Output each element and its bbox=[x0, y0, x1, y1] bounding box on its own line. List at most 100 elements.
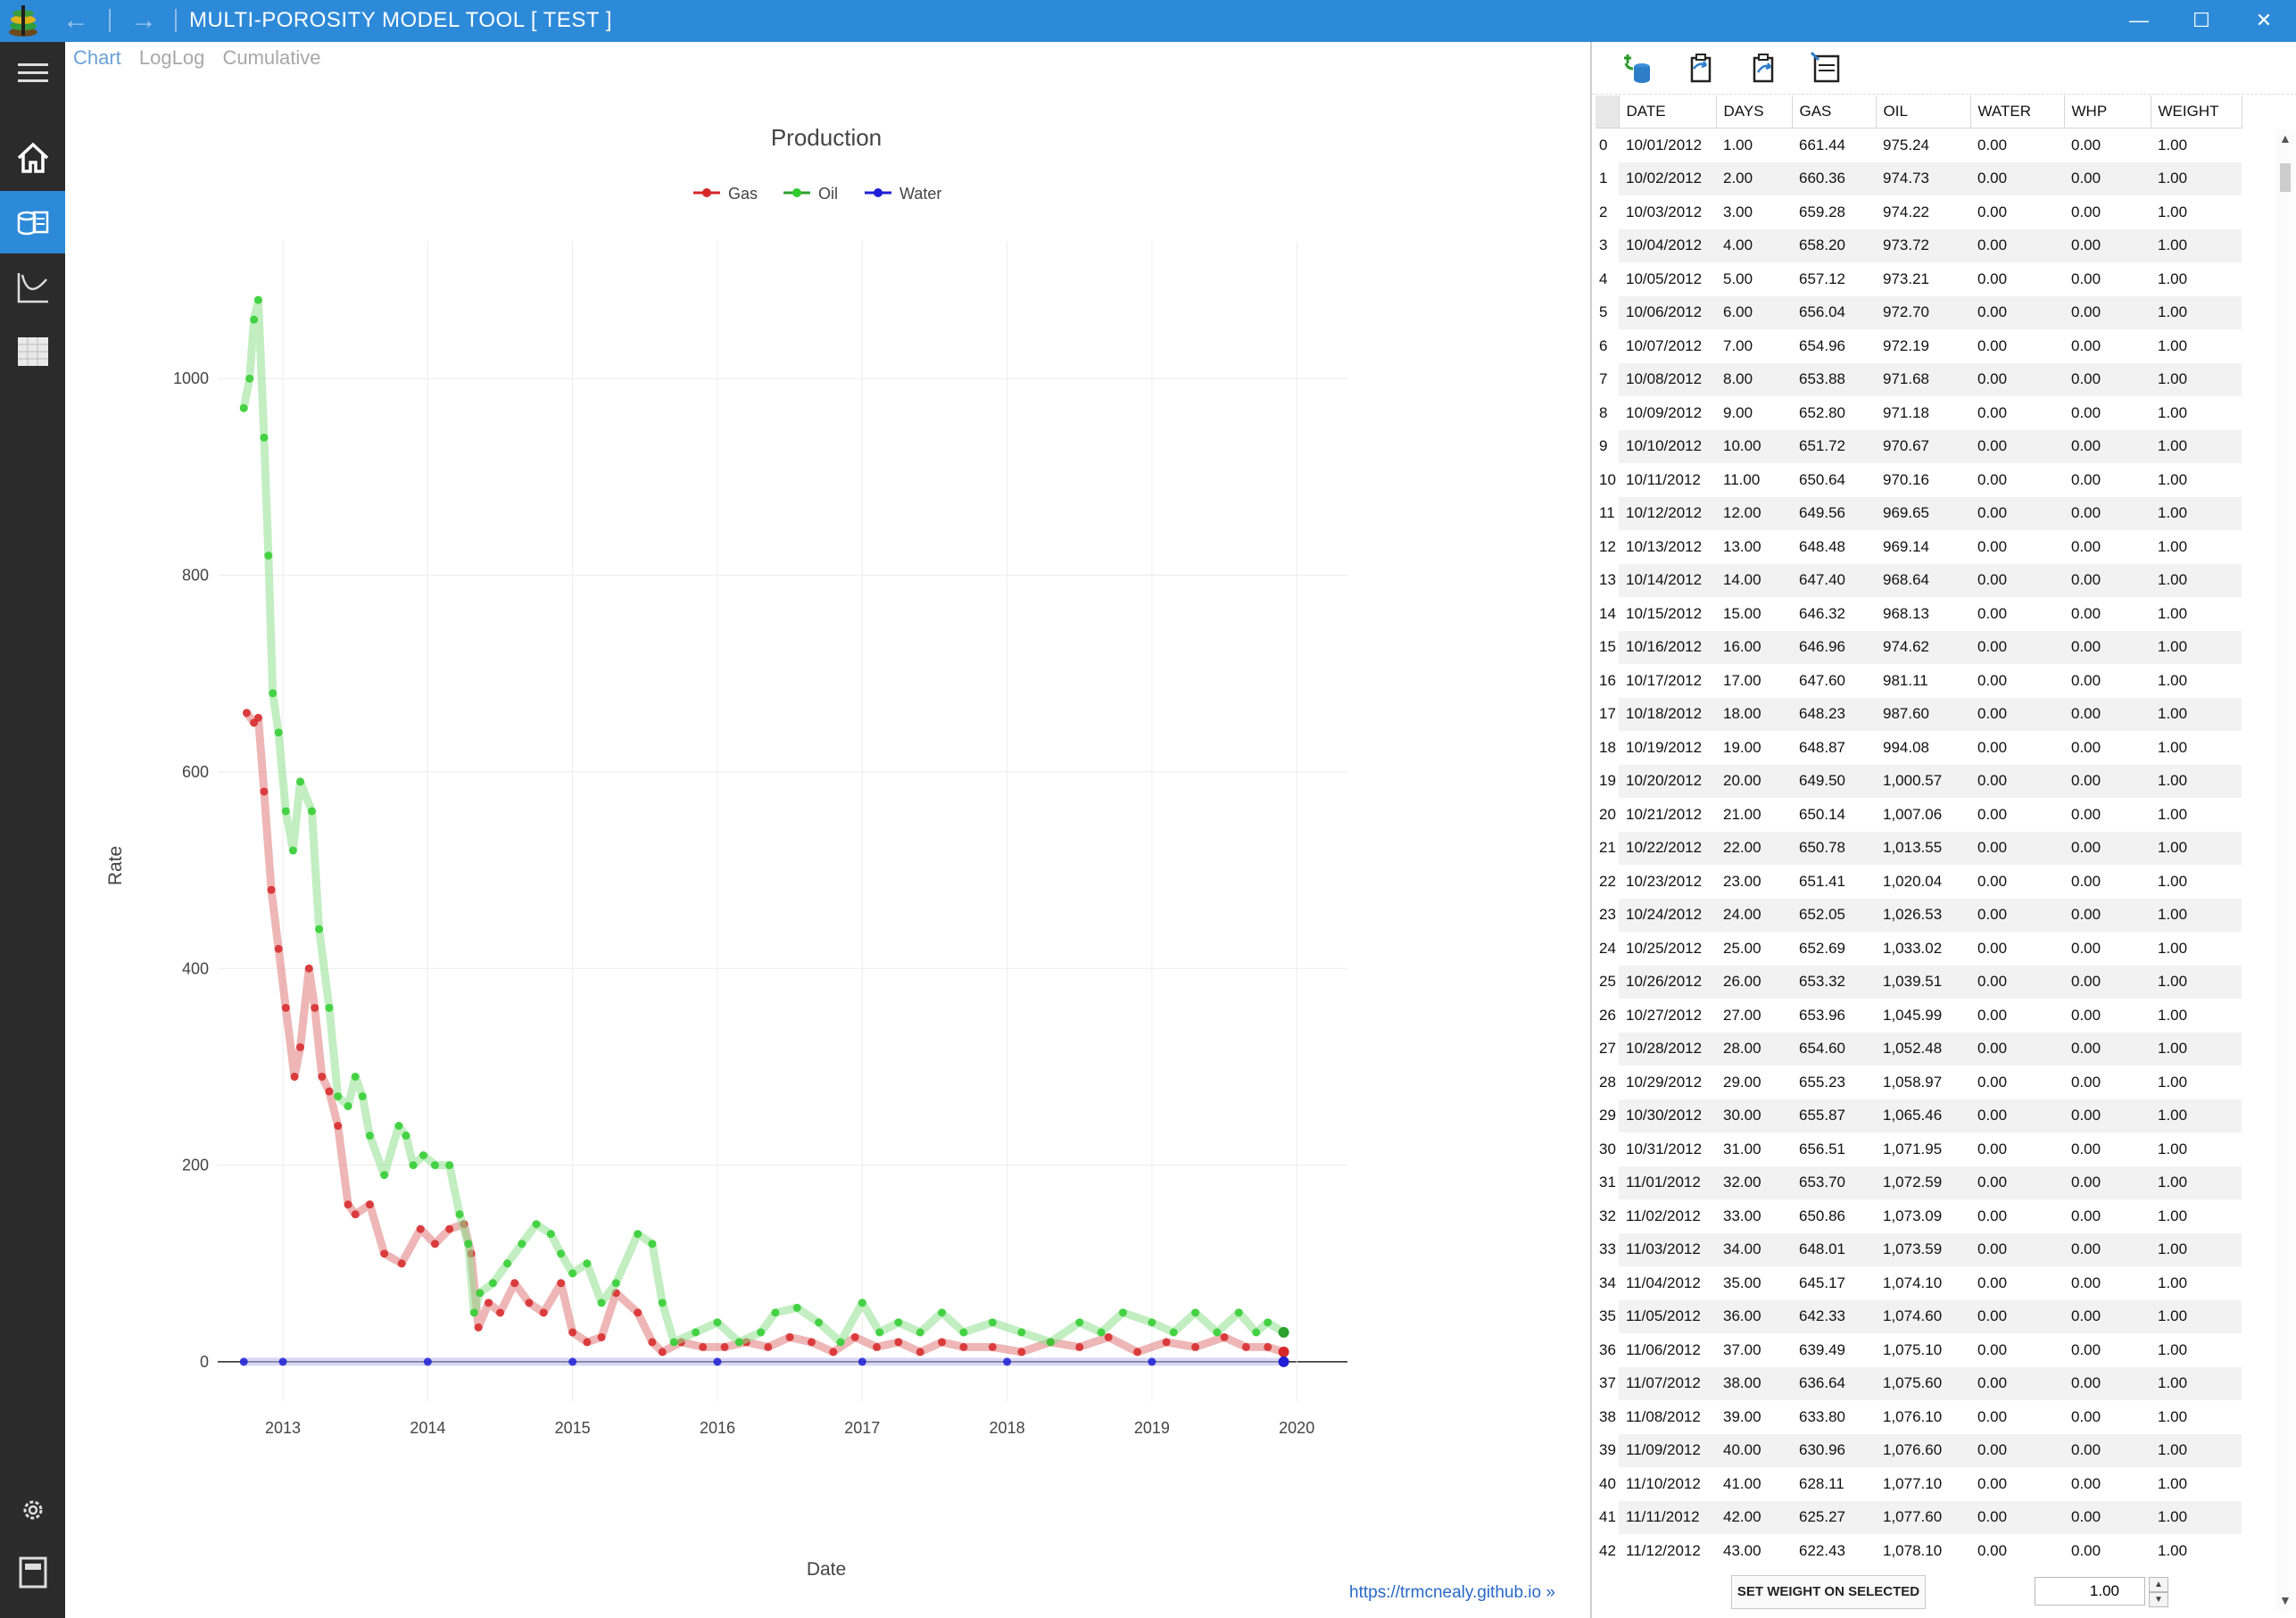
data-point-gas[interactable] bbox=[474, 1323, 483, 1332]
production-chart[interactable]: Production Gas Oil Water 0 200 400 600 800 10… bbox=[66, 89, 1588, 1589]
data-point-water[interactable] bbox=[423, 1357, 432, 1366]
data-point-gas[interactable] bbox=[1191, 1342, 1200, 1351]
cell-gas[interactable]: 653.88 bbox=[1792, 362, 1876, 396]
cell-weight[interactable]: 1.00 bbox=[2158, 1140, 2188, 1157]
cell-water[interactable]: 0.00 bbox=[1977, 537, 2008, 555]
cell-date[interactable]: 10/22/2012 bbox=[1619, 831, 1716, 865]
table-row[interactable]: 41 11/11/2012 42.00 625.27 1,077.60 0.00 0.00 1… bbox=[1596, 1500, 2242, 1534]
cell-weight[interactable]: 1.00 bbox=[2151, 898, 2242, 932]
row-index[interactable]: 24 bbox=[1596, 932, 1619, 966]
cell-water[interactable]: 0.00 bbox=[1977, 1207, 2008, 1224]
cell-days[interactable]: 34.00 bbox=[1716, 1232, 1792, 1266]
data-point-oil[interactable] bbox=[1148, 1318, 1156, 1327]
table-row[interactable]: 29 10/30/2012 30.00 655.87 1,065.46 0.00 0.00 1… bbox=[1596, 1099, 2242, 1133]
cell-days[interactable]: 10.00 bbox=[1716, 429, 1792, 463]
data-point-gas[interactable] bbox=[274, 944, 283, 953]
cell-gas[interactable]: 649.56 bbox=[1792, 496, 1876, 530]
cell-water[interactable]: 0.00 bbox=[1977, 872, 2008, 890]
grid-scrollbar[interactable]: ▲ ▼ bbox=[2275, 129, 2295, 1611]
cell-days[interactable]: 24.00 bbox=[1716, 898, 1792, 932]
cell-oil[interactable]: 1,045.99 bbox=[1883, 1006, 1943, 1024]
sidebar-item-home[interactable] bbox=[0, 127, 65, 189]
data-point-oil[interactable] bbox=[308, 807, 316, 816]
cell-date[interactable]: 10/06/2012 bbox=[1619, 295, 1716, 329]
table-row[interactable]: 5 10/06/2012 6.00 656.04 972.70 0.00 0.00 1.00 bbox=[1596, 295, 2242, 329]
cell-weight[interactable]: 1.00 bbox=[2158, 939, 2188, 957]
cell-oil[interactable]: 972.70 bbox=[1876, 295, 1970, 329]
data-point-oil[interactable] bbox=[503, 1259, 512, 1268]
row-index[interactable]: 37 bbox=[1596, 1366, 1619, 1400]
cell-whp[interactable]: 0.00 bbox=[2071, 604, 2101, 622]
row-index[interactable]: 21 bbox=[1596, 831, 1619, 865]
cell-date[interactable]: 10/13/2012 bbox=[1626, 537, 1703, 555]
cell-gas[interactable]: 650.64 bbox=[1799, 470, 1845, 488]
column-header-days[interactable]: DAYS bbox=[1716, 95, 1793, 129]
row-index[interactable]: 39 bbox=[1596, 1433, 1619, 1467]
cell-whp[interactable]: 0.00 bbox=[2071, 939, 2101, 957]
data-point-oil[interactable] bbox=[894, 1318, 903, 1327]
cell-gas[interactable]: 628.11 bbox=[1799, 1474, 1844, 1492]
table-row[interactable]: 38 11/08/2012 39.00 633.80 1,076.10 0.00 0.00 1… bbox=[1596, 1400, 2242, 1434]
row-index[interactable]: 25 bbox=[1596, 965, 1619, 999]
row-index[interactable]: 3 bbox=[1596, 228, 1619, 262]
data-point-oil[interactable] bbox=[1097, 1328, 1106, 1337]
data-point-gas[interactable] bbox=[281, 1003, 290, 1012]
data-point-oil[interactable] bbox=[351, 1072, 360, 1081]
row-index[interactable]: 19 bbox=[1596, 764, 1619, 798]
cell-weight[interactable]: 1.00 bbox=[2158, 537, 2188, 555]
data-point-oil[interactable] bbox=[269, 689, 278, 698]
cell-oil[interactable]: 974.62 bbox=[1876, 630, 1970, 664]
row-index[interactable]: 33 bbox=[1596, 1232, 1619, 1266]
cell-whp[interactable]: 0.00 bbox=[2064, 1433, 2151, 1467]
last-point-gas[interactable] bbox=[1278, 1346, 1289, 1357]
cell-gas[interactable]: 655.87 bbox=[1792, 1099, 1876, 1133]
cell-date[interactable]: 10/11/2012 bbox=[1626, 470, 1701, 488]
table-row[interactable]: 11 10/12/2012 12.00 649.56 969.65 0.00 0.00 1.0… bbox=[1596, 496, 2242, 530]
cell-oil[interactable]: 1,077.10 bbox=[1883, 1474, 1943, 1492]
data-point-gas[interactable] bbox=[267, 885, 276, 894]
data-point-water[interactable] bbox=[858, 1357, 866, 1366]
cell-oil[interactable]: 974.22 bbox=[1883, 203, 1929, 220]
cell-date[interactable]: 10/18/2012 bbox=[1619, 697, 1716, 731]
cell-weight[interactable]: 1.00 bbox=[2158, 805, 2188, 823]
table-row[interactable]: 26 10/27/2012 27.00 653.96 1,045.99 0.00 0.00 1… bbox=[1596, 999, 2242, 1033]
cell-oil[interactable]: 1,073.59 bbox=[1876, 1232, 1970, 1266]
data-point-gas[interactable] bbox=[525, 1299, 534, 1307]
cell-water[interactable]: 0.00 bbox=[1977, 203, 2008, 220]
cell-date[interactable]: 11/11/2012 bbox=[1619, 1500, 1716, 1534]
row-index[interactable]: 22 bbox=[1596, 865, 1619, 899]
cell-date[interactable]: 11/02/2012 bbox=[1626, 1207, 1701, 1224]
cell-water[interactable]: 0.00 bbox=[1977, 1006, 2008, 1024]
data-point-oil[interactable] bbox=[239, 403, 248, 412]
data-point-gas[interactable] bbox=[296, 1042, 305, 1051]
cell-whp[interactable]: 0.00 bbox=[2071, 336, 2101, 354]
cell-date[interactable]: 10/17/2012 bbox=[1626, 671, 1703, 689]
cell-oil[interactable]: 981.11 bbox=[1883, 671, 1928, 689]
table-row[interactable]: 13 10/14/2012 14.00 647.40 968.64 0.00 0.00 1.0… bbox=[1596, 563, 2242, 597]
data-point-oil[interactable] bbox=[245, 374, 254, 383]
cell-oil[interactable]: 994.08 bbox=[1883, 738, 1929, 756]
cell-gas[interactable]: 648.01 bbox=[1792, 1232, 1876, 1266]
data-point-gas[interactable] bbox=[344, 1200, 352, 1209]
data-point-oil[interactable] bbox=[315, 925, 324, 933]
cell-days[interactable]: 39.00 bbox=[1723, 1407, 1761, 1425]
cell-date[interactable]: 10/08/2012 bbox=[1619, 362, 1716, 396]
cell-weight[interactable]: 1.00 bbox=[2151, 764, 2242, 798]
table-row[interactable]: 17 10/18/2012 18.00 648.23 987.60 0.00 0.00 1.0… bbox=[1596, 697, 2242, 731]
cell-whp[interactable]: 0.00 bbox=[2071, 203, 2101, 220]
data-point-oil[interactable] bbox=[1169, 1328, 1178, 1337]
cell-weight[interactable]: 1.00 bbox=[2151, 1232, 2242, 1266]
cell-gas[interactable]: 622.43 bbox=[1799, 1541, 1845, 1559]
cell-gas[interactable]: 625.27 bbox=[1792, 1500, 1876, 1534]
data-point-oil[interactable] bbox=[568, 1269, 577, 1278]
cell-gas[interactable]: 646.32 bbox=[1799, 604, 1845, 622]
table-row[interactable]: 20 10/21/2012 21.00 650.14 1,007.06 0.00 0.00 1… bbox=[1596, 798, 2242, 832]
data-point-oil[interactable] bbox=[532, 1220, 541, 1229]
row-index[interactable]: 35 bbox=[1596, 1299, 1619, 1333]
cell-gas[interactable]: 652.69 bbox=[1799, 939, 1845, 957]
row-index[interactable]: 11 bbox=[1596, 496, 1619, 530]
maximize-button[interactable]: ☐ bbox=[2192, 9, 2210, 31]
cell-gas[interactable]: 648.48 bbox=[1799, 537, 1845, 555]
cell-date[interactable]: 11/03/2012 bbox=[1619, 1232, 1716, 1266]
row-index[interactable]: 8 bbox=[1596, 396, 1619, 430]
